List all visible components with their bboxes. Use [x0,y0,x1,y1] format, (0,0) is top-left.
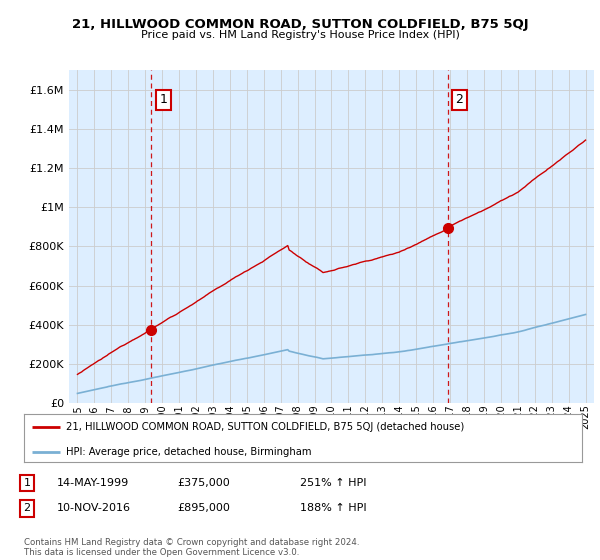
Text: 188% ↑ HPI: 188% ↑ HPI [300,503,367,514]
Text: 1: 1 [160,94,167,106]
Text: 21, HILLWOOD COMMON ROAD, SUTTON COLDFIELD, B75 5QJ: 21, HILLWOOD COMMON ROAD, SUTTON COLDFIE… [71,18,529,31]
Text: £375,000: £375,000 [177,478,230,488]
Text: Price paid vs. HM Land Registry's House Price Index (HPI): Price paid vs. HM Land Registry's House … [140,30,460,40]
Text: 251% ↑ HPI: 251% ↑ HPI [300,478,367,488]
Text: Contains HM Land Registry data © Crown copyright and database right 2024.
This d: Contains HM Land Registry data © Crown c… [24,538,359,557]
Text: 14-MAY-1999: 14-MAY-1999 [57,478,129,488]
Text: 1: 1 [23,478,31,488]
Text: 2: 2 [23,503,31,514]
Text: 21, HILLWOOD COMMON ROAD, SUTTON COLDFIELD, B75 5QJ (detached house): 21, HILLWOOD COMMON ROAD, SUTTON COLDFIE… [66,422,464,432]
Text: HPI: Average price, detached house, Birmingham: HPI: Average price, detached house, Birm… [66,446,311,456]
Text: 10-NOV-2016: 10-NOV-2016 [57,503,131,514]
Text: £895,000: £895,000 [177,503,230,514]
Text: 2: 2 [455,94,463,106]
